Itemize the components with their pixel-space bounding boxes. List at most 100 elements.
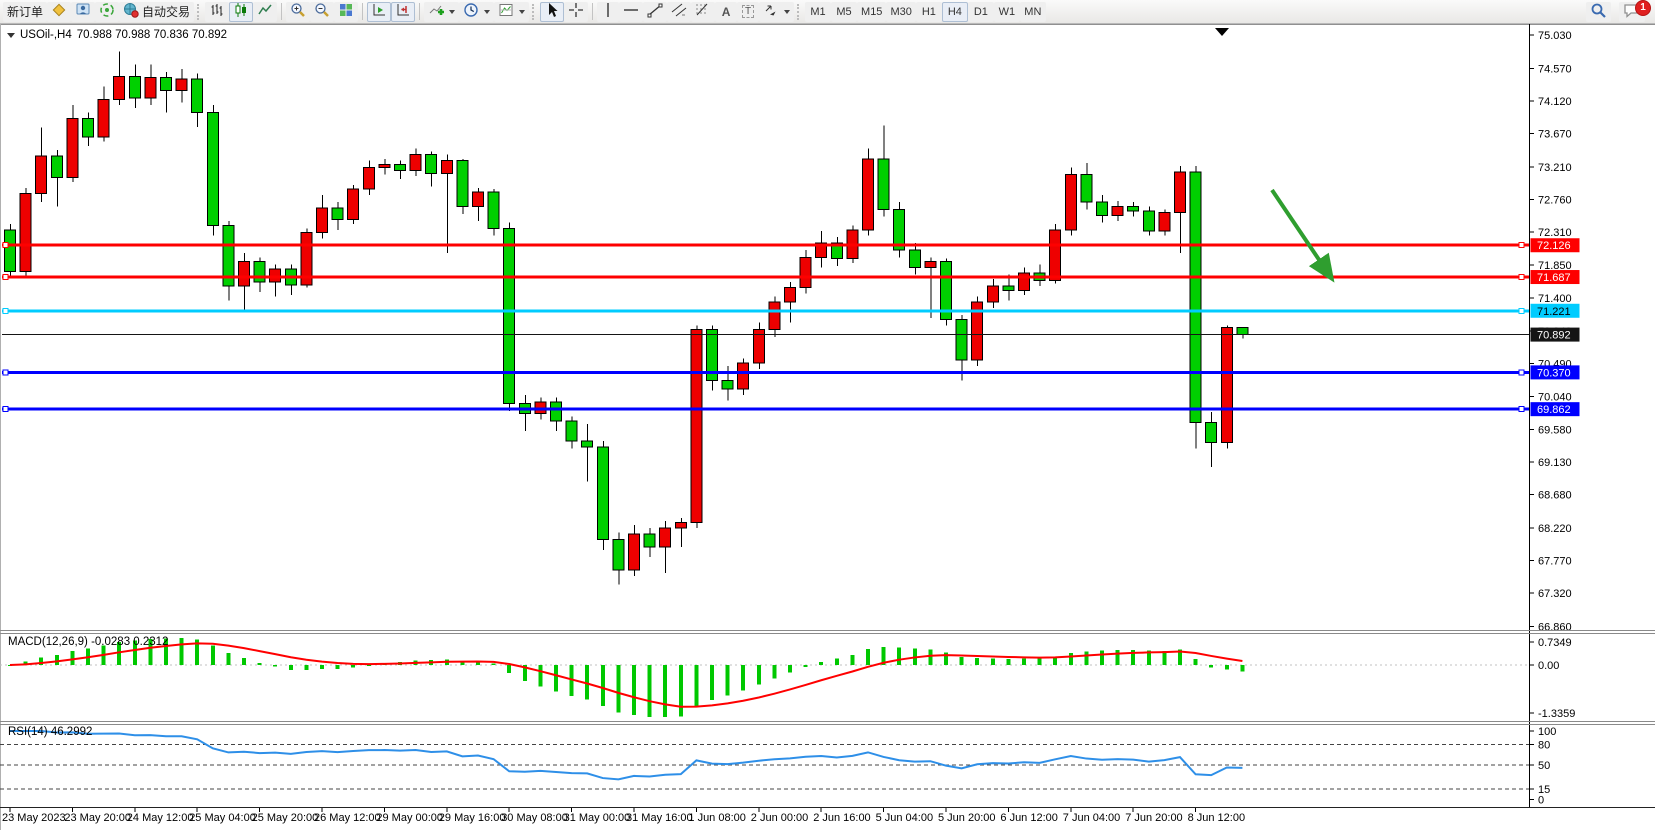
timeframe-m1-button[interactable]: M1 (805, 1, 832, 22)
candle-body (253, 261, 266, 283)
zoom-out-button[interactable] (310, 1, 335, 22)
templates-button[interactable] (494, 1, 530, 22)
candle-body (830, 242, 843, 260)
time-axis-label: 26 May 12:00 (314, 812, 381, 824)
auto-trading-button[interactable]: 自动交易 (119, 1, 195, 22)
crosshair-tool-button[interactable] (564, 1, 589, 22)
ohlc-bars-icon (209, 2, 225, 21)
macd-histogram-bar (632, 665, 636, 715)
macd-histogram-bar (195, 639, 200, 665)
periods-button[interactable] (459, 1, 495, 22)
candle-body (409, 153, 422, 171)
new-order-button[interactable]: 新订单 (3, 1, 48, 22)
text-label-tool-button[interactable]: T (737, 1, 760, 22)
price-line-badge (1530, 303, 1580, 318)
hline-right-anchor[interactable] (1518, 369, 1525, 376)
time-axis-label: 7 Jun 04:00 (1063, 812, 1121, 824)
macd-histogram-bar (975, 658, 980, 665)
cursor-tool-button[interactable] (540, 1, 565, 22)
macd-axis-label: 0.00 (1538, 660, 1559, 672)
hline-left-anchor[interactable] (2, 406, 9, 413)
price-tick-label: 67.320 (1538, 588, 1572, 600)
hline-right-anchor[interactable] (1518, 242, 1525, 249)
macd-histogram-bar (1068, 652, 1073, 665)
trendline-tool-button[interactable] (643, 1, 668, 22)
candle-body (1220, 326, 1233, 444)
hline-right-anchor[interactable] (1518, 274, 1525, 281)
price-tick-label: 69.580 (1538, 425, 1572, 437)
macd-histogram-bar (600, 665, 605, 707)
zoom-in-button[interactable] (286, 1, 311, 22)
timeframe-m30-button[interactable]: M30 (886, 1, 916, 22)
arrows-tool-button[interactable] (759, 1, 795, 22)
candle-body (160, 77, 172, 92)
time-axis-label: 1 Jun 08:00 (688, 812, 746, 824)
macd-axis-label: 0.7349 (1538, 637, 1572, 649)
candle-body (862, 158, 874, 231)
candlestick-mode-button[interactable] (229, 1, 254, 22)
search-button[interactable] (1586, 1, 1611, 22)
macd-histogram-bar (70, 651, 75, 665)
candle-body (565, 420, 578, 442)
candle-body (1080, 174, 1093, 203)
main-toolbar: 新订单 自动交易 (0, 0, 1655, 24)
macd-histogram-bar (1162, 650, 1167, 665)
macd-histogram-bar (460, 660, 465, 665)
fibonacci-tool-button[interactable] (691, 1, 716, 22)
toolbar-separator (419, 3, 421, 20)
horizontal-line-tool-button[interactable] (619, 1, 644, 22)
timeframe-h1-button[interactable]: H1 (915, 1, 942, 22)
line-chart-mode-button[interactable] (253, 1, 278, 22)
text-tool-icon: A (721, 4, 731, 19)
equidistant-channel-icon (671, 2, 687, 21)
hline-right-anchor[interactable] (1518, 307, 1525, 314)
hline-left-anchor[interactable] (2, 307, 9, 314)
time-axis-label: 2 Jun 16:00 (813, 812, 871, 824)
candle-body (815, 242, 828, 258)
candle-body (503, 227, 516, 405)
indicators-button[interactable] (424, 1, 460, 22)
top-triangle-marker[interactable] (1215, 28, 1229, 36)
macd-histogram-bar (304, 665, 309, 671)
auto-scroll-button[interactable] (367, 1, 392, 22)
candle-body (394, 164, 406, 171)
hline-right-anchor[interactable] (1518, 406, 1525, 413)
candle-body (300, 232, 313, 286)
hline-left-anchor[interactable] (2, 369, 9, 376)
timeframe-d1-button[interactable]: D1 (967, 1, 994, 22)
notifications-button[interactable]: 1 (1619, 0, 1651, 22)
timeframe-mn-button[interactable]: MN (1019, 1, 1046, 22)
chart-shift-button[interactable] (391, 1, 416, 22)
candle-body (799, 256, 812, 289)
new-chart-button[interactable] (47, 1, 72, 22)
macd-histogram-bar (663, 665, 668, 717)
timeframe-m5-button[interactable]: M5 (831, 1, 858, 22)
macd-histogram-bar (1240, 665, 1245, 672)
trend-arrow-annotation[interactable] (1270, 188, 1335, 283)
hline-left-anchor[interactable] (2, 274, 9, 281)
broadcast-button[interactable] (95, 1, 120, 22)
price-line-badge (1530, 270, 1580, 285)
candle-body (1174, 171, 1186, 213)
price-tick-label: 68.220 (1538, 523, 1572, 535)
bar-chart-mode-button[interactable] (205, 1, 230, 22)
market-watch-button[interactable] (71, 1, 96, 22)
rsi-axis-label: 80 (1538, 740, 1550, 752)
vertical-line-tool-button[interactable] (597, 1, 620, 22)
tile-windows-button[interactable] (334, 1, 359, 22)
text-tool-button[interactable]: A (715, 1, 738, 22)
price-tick-label: 71.400 (1538, 293, 1572, 305)
timeframe-h4-button[interactable]: H4 (941, 1, 968, 22)
macd-histogram-bar (273, 665, 278, 667)
one-click-panel-toggle-icon[interactable] (7, 32, 15, 38)
channel-tool-button[interactable] (667, 1, 692, 22)
hline-left-anchor[interactable] (2, 242, 9, 249)
macd-histogram-bar (522, 665, 527, 682)
macd-histogram-bar (1209, 665, 1214, 668)
timeframe-w1-button[interactable]: W1 (993, 1, 1020, 22)
person-icon (75, 2, 91, 21)
macd-histogram-bar (897, 647, 902, 665)
chart-area[interactable]: 75.030 74.570 74.120 73.670 73.210 72.760 72.3… (0, 24, 1655, 830)
macd-histogram-bar (678, 665, 683, 717)
timeframe-m15-button[interactable]: M15 (857, 1, 887, 22)
